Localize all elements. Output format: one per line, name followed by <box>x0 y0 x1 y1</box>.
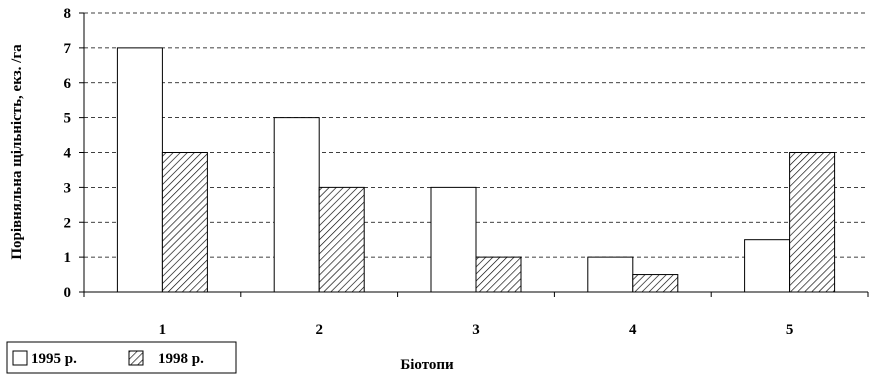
bars <box>116 47 836 293</box>
bar-1995-cat-3 <box>430 186 477 293</box>
bar-1998-cat-1 <box>161 152 208 293</box>
legend-swatch-1998 <box>128 350 144 366</box>
x-tick-label-5: 5 <box>786 322 794 338</box>
legend-label-1995: 1995 р. <box>31 351 77 367</box>
legend-label-1998: 1998 р. <box>158 351 204 367</box>
y-tick-label-3: 3 <box>64 180 72 196</box>
y-tick-label-2: 2 <box>64 215 72 231</box>
x-tick-label-2: 2 <box>315 322 323 338</box>
y-tick-label-4: 4 <box>64 146 72 162</box>
y-tick-label-1: 1 <box>64 250 72 266</box>
y-tick-label-7: 7 <box>64 41 72 57</box>
y-tick-label-0: 0 <box>64 285 72 301</box>
y-axis-title: Порівняльна щільність, екз. /га <box>9 44 25 260</box>
legend-box <box>6 341 237 374</box>
x-tick-label-1: 1 <box>159 322 167 338</box>
x-tick-labels: 1 2 3 4 5 <box>159 322 794 338</box>
bar-1998-cat-4 <box>632 274 679 293</box>
bar-1998-cat-5 <box>789 152 836 293</box>
y-tick-label-5: 5 <box>64 111 72 127</box>
y-tick-label-8: 8 <box>64 6 72 22</box>
y-tick-labels: 0 1 2 3 4 5 6 7 8 <box>64 6 72 301</box>
x-tick-label-3: 3 <box>472 322 480 338</box>
bar-1998-cat-2 <box>318 186 365 293</box>
bar-1998-cat-3 <box>475 256 522 293</box>
legend-swatch-1995 <box>12 350 28 366</box>
bar-1995-cat-1 <box>116 47 163 293</box>
axes <box>79 12 869 297</box>
legend: 1995 р. 1998 р. <box>6 341 237 374</box>
y-tick-label-6: 6 <box>64 76 72 92</box>
bar-1995-cat-4 <box>587 256 634 293</box>
bar-1995-cat-5 <box>744 239 791 293</box>
x-axis-title: Біотопи <box>400 357 454 373</box>
x-tick-label-4: 4 <box>629 322 637 338</box>
bar-1995-cat-2 <box>273 117 320 293</box>
